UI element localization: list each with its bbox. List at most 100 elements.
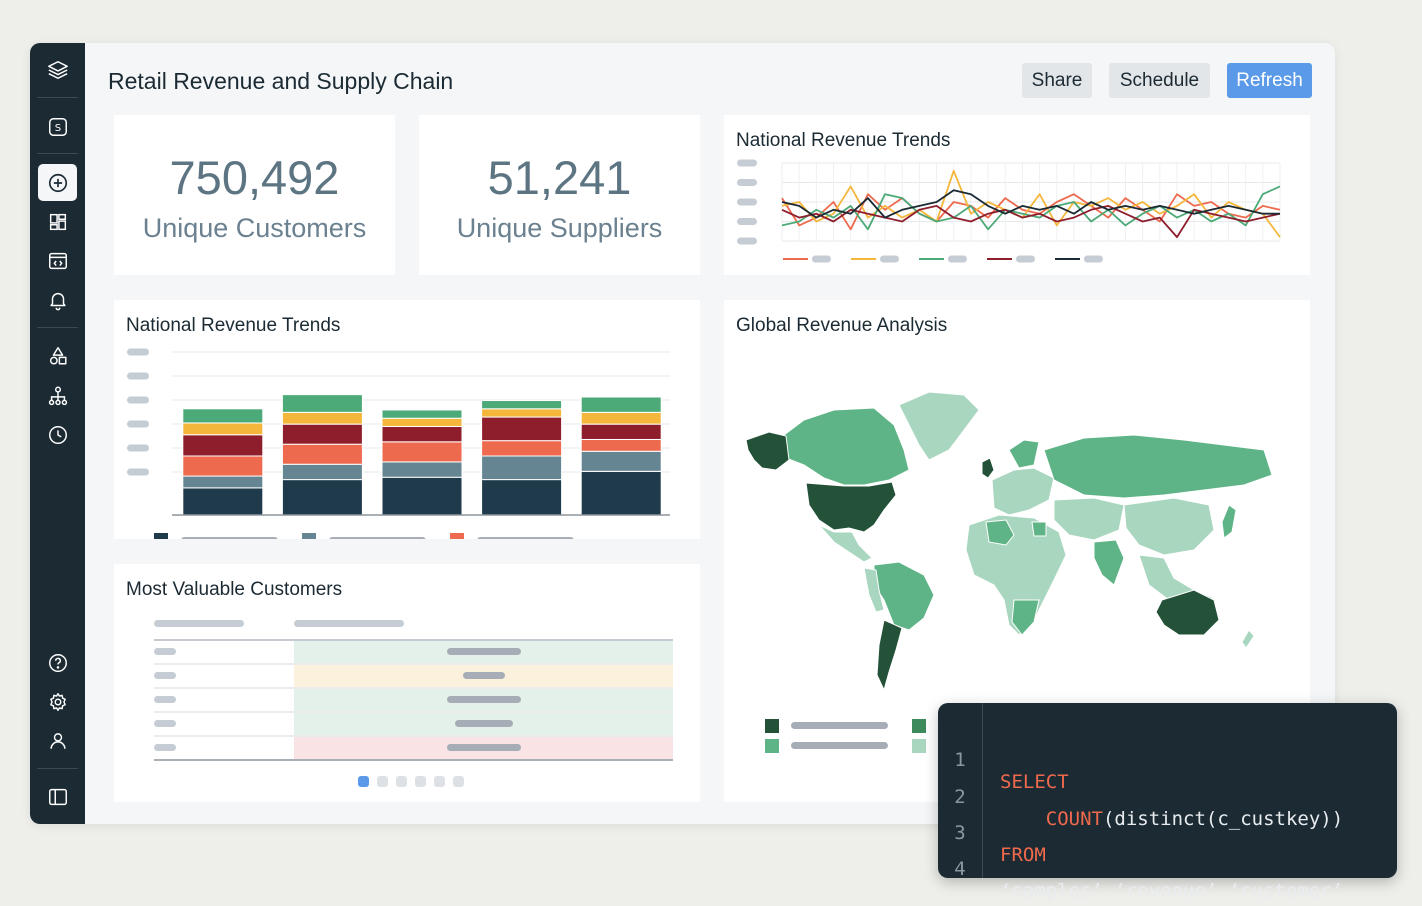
bar-segment bbox=[182, 422, 264, 436]
schedule-button[interactable]: Schedule bbox=[1109, 63, 1210, 98]
map-region-andes bbox=[863, 567, 885, 613]
series-line bbox=[781, 189, 1280, 219]
bar-segment bbox=[281, 394, 363, 413]
y-tick-label-placeholder bbox=[737, 218, 757, 225]
sidebar-toggle-icon[interactable] bbox=[38, 778, 77, 815]
legend-swatch bbox=[912, 739, 926, 753]
y-tick-label-placeholder bbox=[127, 396, 149, 404]
map-region-uk bbox=[981, 457, 995, 479]
user-icon[interactable] bbox=[38, 722, 77, 759]
map-region-alaska bbox=[745, 431, 790, 471]
stacked-bar-chart[interactable] bbox=[114, 300, 700, 539]
bar-segment bbox=[182, 475, 264, 489]
world-map[interactable] bbox=[724, 300, 1310, 802]
bell-icon[interactable] bbox=[38, 281, 77, 318]
table-header-placeholder bbox=[154, 620, 244, 627]
bar-segment bbox=[182, 408, 264, 424]
sql-keyword: SELECT bbox=[1000, 771, 1069, 793]
bar-segment bbox=[182, 455, 264, 477]
table-row[interactable] bbox=[154, 641, 673, 665]
gear-icon[interactable] bbox=[38, 683, 77, 720]
y-tick-label-placeholder bbox=[127, 444, 149, 452]
code-window-icon[interactable] bbox=[38, 242, 77, 279]
bar-segment bbox=[381, 461, 463, 478]
sql-text: (distinct(c_custkey)) bbox=[1102, 808, 1344, 830]
sidebar: S bbox=[30, 43, 85, 824]
legend-label-placeholder bbox=[948, 255, 967, 263]
map-region-india bbox=[1093, 539, 1125, 586]
bar-segment bbox=[381, 476, 463, 516]
pagination-dot[interactable] bbox=[415, 776, 426, 787]
y-tick-label-placeholder bbox=[737, 237, 757, 245]
bar-chart-card: National Revenue Trends bbox=[114, 300, 700, 539]
hierarchy-icon[interactable] bbox=[38, 377, 77, 414]
refresh-button[interactable]: Refresh bbox=[1227, 63, 1312, 98]
line-number: 2 bbox=[954, 786, 966, 808]
line-chart[interactable] bbox=[724, 115, 1310, 275]
map-region-china bbox=[1123, 497, 1215, 556]
legend-label-placeholder bbox=[1084, 255, 1103, 263]
legend-label-placeholder bbox=[812, 255, 831, 263]
pagination-dot[interactable] bbox=[358, 776, 369, 787]
table-row[interactable] bbox=[154, 665, 673, 689]
table-card: Most Valuable Customers bbox=[114, 564, 700, 802]
kpi-card-customers: 750,492 Unique Customers bbox=[114, 115, 395, 275]
y-tick-label-placeholder bbox=[127, 468, 149, 476]
table-row[interactable] bbox=[154, 689, 673, 713]
bar-segment bbox=[381, 409, 463, 419]
map-region-brazil bbox=[873, 561, 935, 631]
map-region-japan bbox=[1221, 504, 1237, 539]
bar-segment bbox=[381, 426, 463, 443]
sql-code-panel[interactable]: 1 SELECT 2 COUNT(distinct(c_custkey)) 3 … bbox=[938, 703, 1397, 902]
legend-swatch bbox=[154, 533, 168, 539]
map-region-usa bbox=[805, 481, 897, 533]
pagination-dot[interactable] bbox=[396, 776, 407, 787]
shapes-icon[interactable] bbox=[38, 337, 77, 374]
card-title: Most Valuable Customers bbox=[126, 579, 343, 600]
y-tick-label-placeholder bbox=[127, 348, 149, 356]
legend-label-placeholder bbox=[329, 537, 426, 539]
kpi-label: Unique Suppliers bbox=[456, 213, 663, 243]
map-region-algeria bbox=[985, 519, 1015, 546]
dashboard-grid-icon[interactable] bbox=[38, 203, 77, 240]
bar-segment bbox=[481, 400, 563, 410]
share-button[interactable]: Share bbox=[1022, 63, 1092, 98]
bar-segment bbox=[281, 463, 363, 481]
kpi-value: 750,492 bbox=[169, 151, 340, 204]
y-tick-label-placeholder bbox=[737, 159, 757, 167]
plus-circle-icon[interactable] bbox=[38, 164, 77, 201]
bar-segment bbox=[580, 423, 662, 440]
clock-icon[interactable] bbox=[38, 416, 77, 453]
bar-segment bbox=[481, 416, 563, 442]
table-row[interactable] bbox=[154, 737, 673, 759]
bar-segment bbox=[281, 411, 363, 425]
map-region-egypt bbox=[1031, 521, 1047, 537]
page-title: Retail Revenue and Supply Chain bbox=[108, 68, 454, 94]
s-badge-icon[interactable]: S bbox=[38, 108, 77, 145]
bar-segment bbox=[580, 396, 662, 413]
layers-logo-icon[interactable] bbox=[38, 51, 77, 88]
y-tick-label-placeholder bbox=[127, 420, 149, 428]
map-region-southern-africa bbox=[1011, 599, 1040, 636]
map-region-central-asia bbox=[1053, 497, 1125, 541]
code-line: 1 SELECT bbox=[938, 727, 1068, 793]
y-tick-label-placeholder bbox=[737, 179, 757, 186]
sidebar-divider bbox=[37, 153, 78, 154]
legend-label-placeholder bbox=[477, 537, 574, 539]
map-region-argentina bbox=[876, 619, 903, 692]
bar-segment bbox=[182, 487, 264, 516]
table-row[interactable] bbox=[154, 713, 673, 737]
card-title: National Revenue Trends bbox=[736, 130, 951, 151]
y-tick-label-placeholder bbox=[737, 198, 757, 206]
bar-segment bbox=[481, 455, 563, 481]
bar-segment bbox=[381, 441, 463, 463]
pagination-dot[interactable] bbox=[434, 776, 445, 787]
map-region-scandinavia bbox=[1008, 439, 1040, 469]
pagination-dot[interactable] bbox=[453, 776, 464, 787]
pagination-dot[interactable] bbox=[377, 776, 388, 787]
sidebar-divider bbox=[37, 327, 78, 328]
pagination bbox=[358, 776, 464, 787]
map-region-russia bbox=[1043, 434, 1273, 499]
map-region-mexico bbox=[818, 524, 873, 563]
help-icon[interactable] bbox=[38, 644, 77, 681]
